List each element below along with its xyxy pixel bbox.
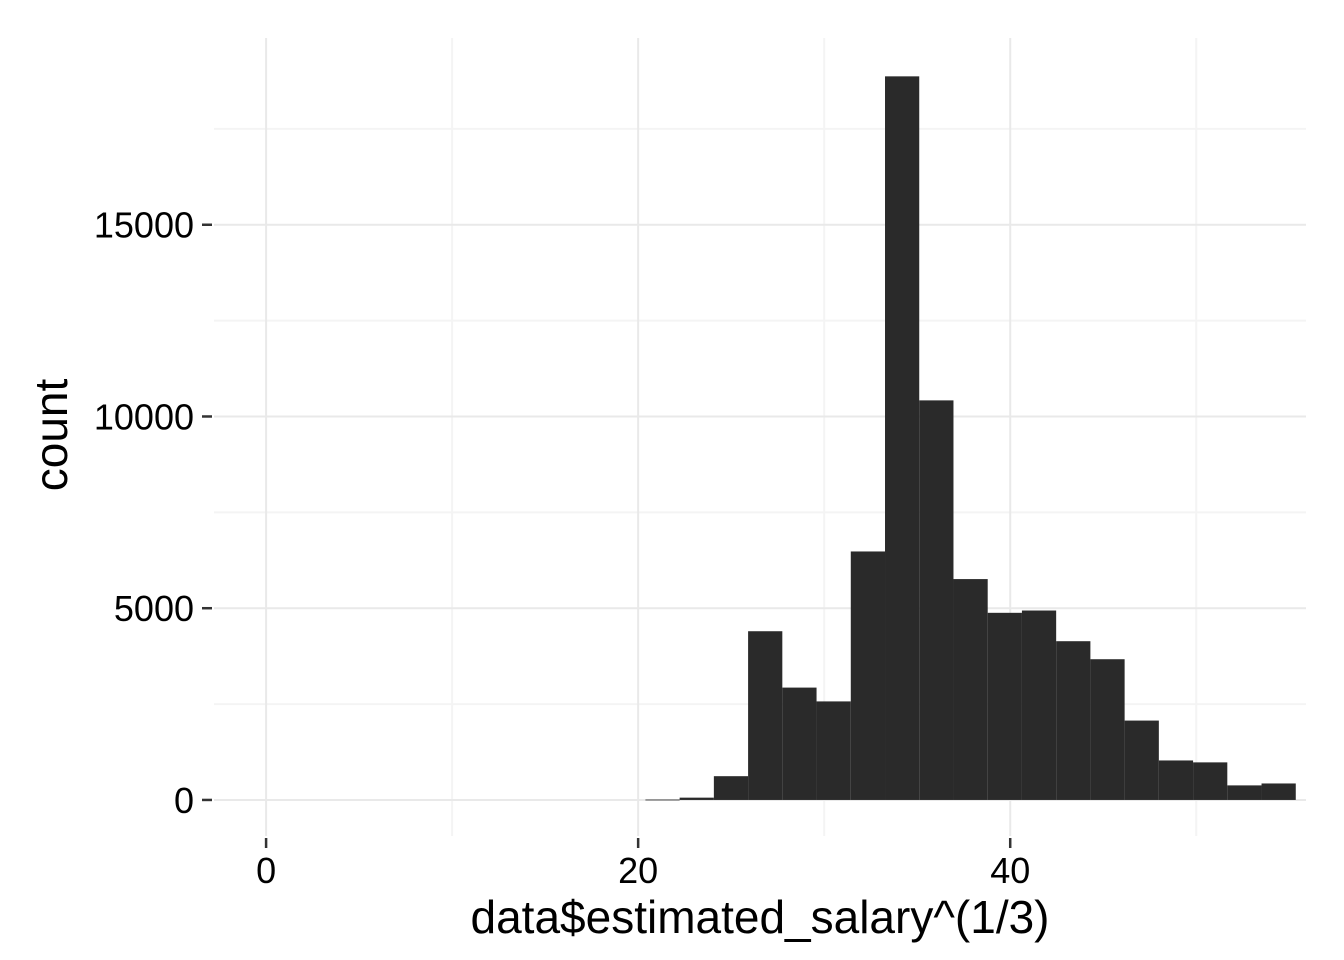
histogram-bar [816,701,851,800]
y-tick-label: 5000 [114,588,194,629]
histogram-bar [850,551,886,800]
y-tick-label: 10000 [94,396,194,437]
histogram-bars [645,76,1296,801]
histogram-bar [919,400,954,800]
axes: 0 5000 10000 15000 0 20 40 [94,205,1030,891]
histogram-bar [748,631,783,800]
x-tick-label: 0 [256,850,276,891]
histogram-bar [1124,720,1159,800]
histogram-bar [1158,760,1194,800]
histogram-bar [679,797,714,800]
histogram-bar [1056,641,1091,800]
histogram-bar [1261,783,1296,800]
histogram-bar [1090,659,1125,800]
histogram-bar [1227,785,1262,800]
y-axis-title: count [25,379,77,492]
x-tick-label: 20 [618,850,658,891]
histogram-bar [1021,610,1057,800]
histogram-bar [645,799,680,801]
x-axis-title: data$estimated_salary^(1/3) [471,891,1050,943]
y-tick-label: 0 [174,780,194,821]
histogram-bar [713,776,749,800]
histogram-bar [782,687,817,800]
x-tick-label: 40 [990,850,1030,891]
histogram-bar [987,612,1022,800]
y-tick-label: 15000 [94,205,194,246]
histogram-bar [953,579,988,800]
histogram-bar [1193,762,1228,800]
histogram-bar [885,76,920,800]
